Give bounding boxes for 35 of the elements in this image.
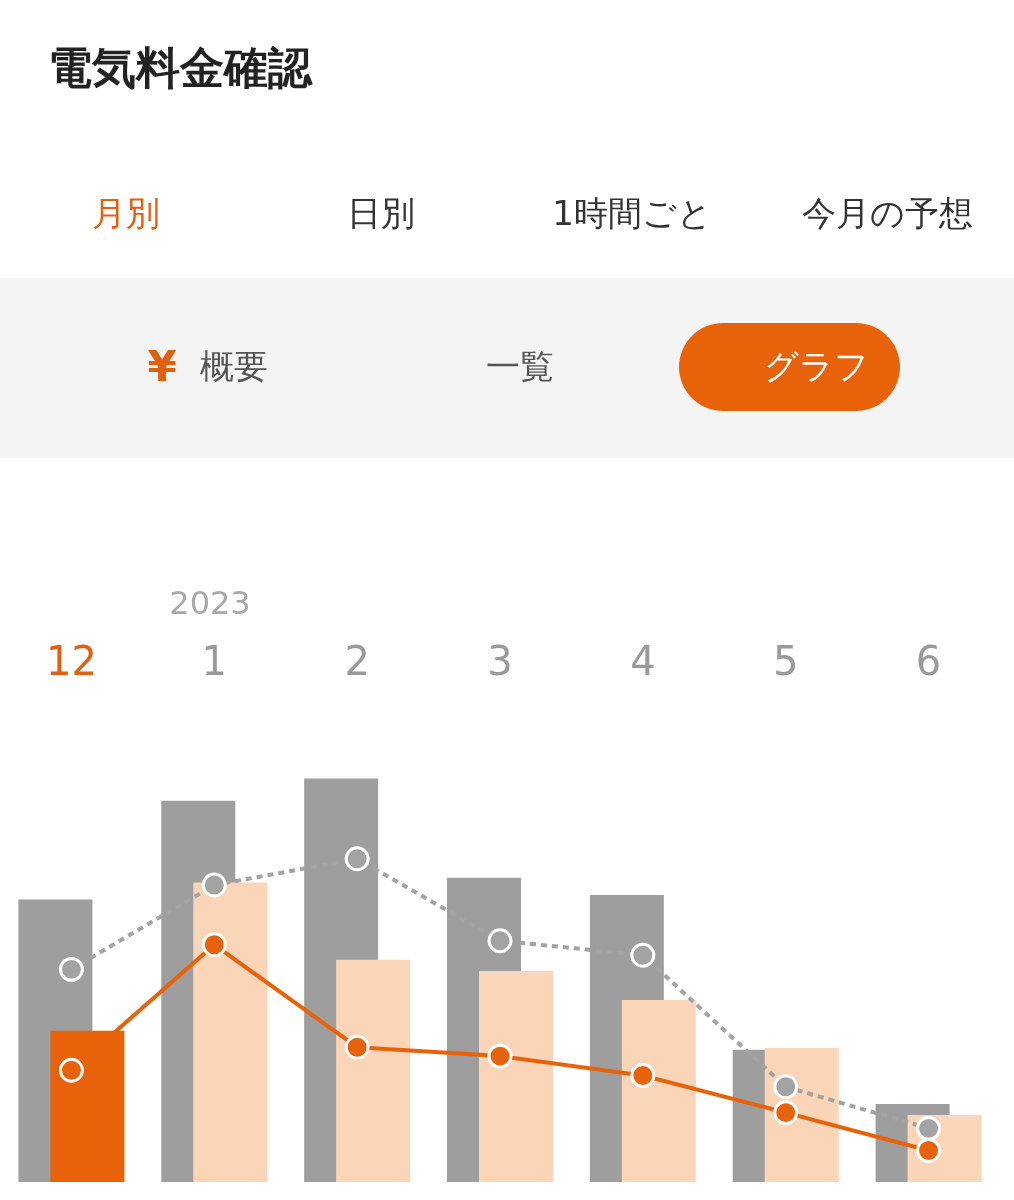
text: 概要 — [200, 346, 268, 386]
x-tick-label: 2 — [344, 637, 370, 684]
text: グラフ — [763, 346, 869, 386]
point — [487, 928, 513, 954]
bar — [193, 882, 268, 1182]
bar — [336, 959, 411, 1182]
x-tick-label: 6 — [915, 637, 942, 684]
text: 日別 — [347, 193, 415, 233]
point — [630, 942, 656, 968]
point — [344, 1034, 370, 1060]
point — [773, 1100, 799, 1126]
point — [630, 1063, 656, 1088]
chart-title: 電気料金確認 — [48, 42, 313, 93]
x-tick-label: 4 — [630, 637, 656, 684]
point — [773, 1074, 799, 1100]
point — [58, 1057, 84, 1083]
text: 月別 — [92, 193, 160, 233]
text: ¥ — [147, 342, 177, 391]
point — [201, 872, 227, 898]
text: 1時間ごと — [552, 193, 712, 233]
point — [487, 1043, 513, 1069]
x-tick-label: 1 — [201, 637, 228, 684]
text: 2023 — [169, 584, 251, 622]
point — [916, 1115, 942, 1141]
bar — [621, 1000, 696, 1182]
point — [58, 956, 84, 982]
x-tick-label: 12 — [45, 637, 97, 684]
text: 今月の予想 — [801, 193, 973, 233]
x-tick-label: 3 — [487, 637, 513, 684]
text: 一覧 — [486, 346, 554, 386]
x-tick-label: 5 — [772, 637, 799, 684]
bar — [479, 970, 553, 1182]
point — [916, 1138, 942, 1163]
point — [344, 846, 370, 872]
point — [201, 932, 227, 958]
